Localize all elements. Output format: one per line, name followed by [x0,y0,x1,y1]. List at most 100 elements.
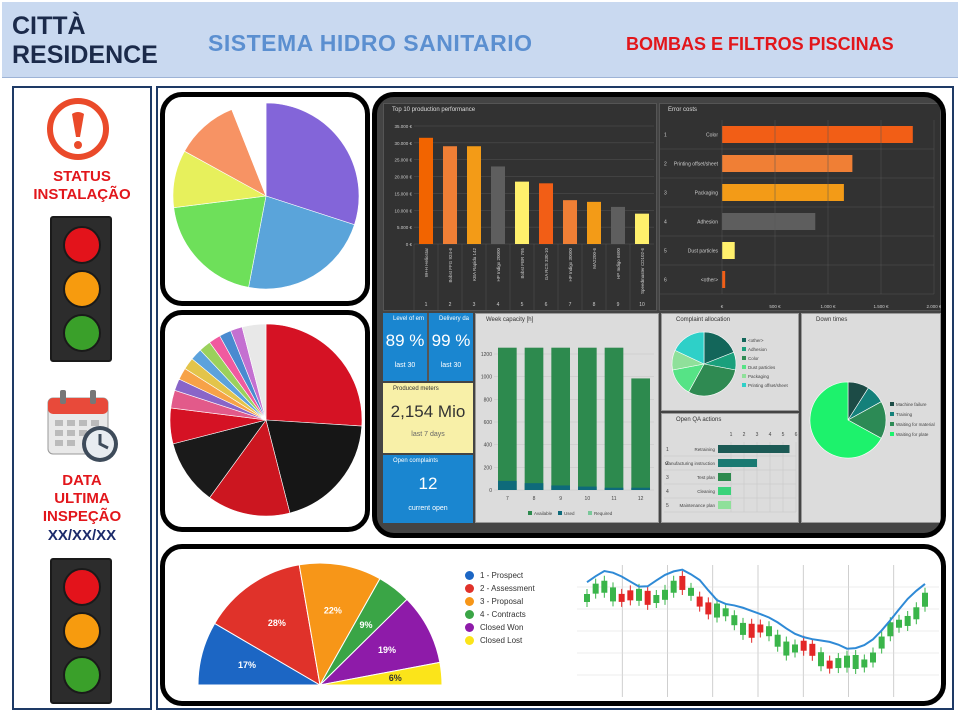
pie-slice [703,331,735,365]
row-number: 3 [664,191,667,197]
y-tick-label: Maintenance plan [679,503,715,508]
open-complaints-tile: Open complaints 12 current open [383,455,473,523]
sales-funnel-pie: 17% 28% 22% 9% 19% 6% [197,562,443,687]
pie-slice [265,102,360,226]
down-times-panel: Down times Machine failure Training Waitin… [801,313,941,523]
candle [826,660,833,669]
complaint-allocation-pie: <other> Adhesion Color Dust particles Packag… [671,331,788,397]
candle [887,622,894,637]
candle [757,624,764,633]
x-tick-label: Speedmaster CD102-6 [640,248,645,295]
y-tick-label: 5.000 € [397,225,413,230]
legend-swatch [742,356,746,360]
legend-label: Waiting for material [896,422,935,427]
produced-meters-tile: Produced meters 2,154 Mio last 7 days [383,383,473,453]
legend-dot [465,597,474,606]
pie-slice [688,363,736,397]
candle [878,636,885,649]
y-tick-label: 400 [484,443,493,449]
bar [443,146,457,244]
legend-label: Available [534,511,553,516]
legend-label: Color [748,356,759,361]
legend-swatch [742,383,746,387]
kpi-foot: last 30 [440,362,462,369]
bar [419,137,433,244]
candle [740,622,746,635]
complaint-allocation-panel: Complaint allocation <other> Adhesion Colo… [661,313,799,411]
y-tick-label: Cleaning [697,489,715,494]
slice-label: 28% [268,618,286,628]
kpi-tile-delivery: Delivery da 99 % last 30 [429,313,473,381]
bar [722,184,844,201]
legend-label: Required [594,511,613,516]
y-tick-label: 25.000 € [394,158,412,163]
kpi-title: Delivery da [439,316,470,322]
bar-available [498,347,517,490]
qa-actions-panel: Open QA actions 1 2 3 4 5 6 1 Retraining 2 Manufa… [661,413,799,523]
bar-used [578,486,597,490]
pie-slice [674,331,705,365]
x-tick-label: HP Indigo 6600 [616,248,621,279]
pie-slice [241,323,267,421]
week-capacity-title: Week capacity [h] [486,317,534,323]
pie-chart-top [172,102,360,290]
candle [653,595,660,604]
funnel-legend: 1 - Prospect 2 - Assessment 3 - Proposal 4 … [465,569,535,647]
bar [722,213,816,230]
slice-label: 22% [324,605,342,615]
legend-label: 4 - Contracts [480,610,526,619]
pie-card-middle [160,310,370,532]
y-tick-label: <other> [701,278,718,284]
y-tick-label: 20.000 € [394,175,412,180]
legend-dot [465,584,474,593]
x-tick-label: 5 [782,432,785,438]
row-number: 1 [664,133,667,139]
x-tick-label: 1 [730,432,733,438]
y-tick-label: 0 [489,488,492,494]
x-tick-label: 1.500 € [873,304,889,309]
x-tick-label: 2 [743,432,746,438]
row-number: 6 [545,302,548,308]
y-tick-label: 600 [484,420,493,426]
bar [722,155,853,172]
candle [852,654,859,669]
legend-dot [465,636,474,645]
row-number: 4 [664,220,667,226]
bar-used [604,487,624,490]
legend-item: 4 - Contracts [465,608,535,621]
candle [627,590,634,601]
legend-swatch [588,511,592,515]
legend-item: Closed Won [465,621,535,634]
x-tick-label: GA RCS 330-10 [544,248,549,281]
y-tick-label: 1200 [481,352,492,358]
dashboard-screenshot-card: Top 10 production performance 3 5.000 € 3 0… [372,92,946,538]
legend-dot [465,623,474,632]
brand-title: CITTÀ RESIDENCE [12,12,158,69]
qa-actions-title: Open QA actions [676,417,722,423]
top10-title: Top 10 production performance [392,107,476,113]
candle [662,589,668,600]
error-costs-bar-chart: 1 Color 2 Printing offset/sheet 3 Packaging 4 A… [660,120,941,309]
row-number: 7 [569,302,572,308]
pie-slice [248,195,355,290]
x-tick-label: 7 [506,496,509,502]
row-number: 3 [666,475,669,481]
kpi-value: 99 % [431,331,471,350]
bar-available [578,347,597,490]
x-tick-label: HP Indigo 20000 [496,248,501,282]
legend-swatch [558,511,562,515]
legend-item: 2 - Assessment [465,582,535,595]
section-subtitle: BOMBAS E FILTROS PISCINAS [626,34,894,54]
legend-label: Closed Lost [480,636,523,645]
funnel-slice [213,564,321,686]
row-number: 6 [664,278,667,284]
inspection-label: DATA ULTIMA INSPEÇÃO [42,472,122,525]
slice-label: 9% [359,620,372,630]
bar [718,459,757,467]
candle [844,655,850,668]
inspection-date: XX/XX/XX [47,527,117,544]
y-tick-label: Retraining [694,447,715,452]
status-label: STATUS INSTALAÇÃO [33,168,131,203]
x-tick-label: 9 [559,496,562,502]
